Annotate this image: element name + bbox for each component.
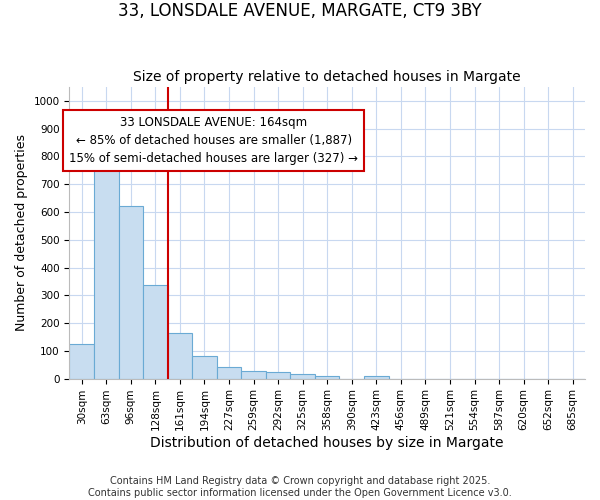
Bar (266, 372, 290, 378)
Title: Size of property relative to detached houses in Margate: Size of property relative to detached ho… (133, 70, 521, 85)
Bar (143, 284, 167, 378)
Bar (217, 368, 241, 378)
Bar (94, 155, 119, 378)
Bar (119, 206, 143, 378)
Text: 33 LONSDALE AVENUE: 164sqm
← 85% of detached houses are smaller (1,887)
15% of s: 33 LONSDALE AVENUE: 164sqm ← 85% of deta… (69, 116, 358, 165)
Text: 33, LONSDALE AVENUE, MARGATE, CT9 3BY: 33, LONSDALE AVENUE, MARGATE, CT9 3BY (118, 2, 482, 21)
Bar (241, 371, 266, 378)
Bar (167, 333, 192, 378)
Y-axis label: Number of detached properties: Number of detached properties (15, 134, 28, 332)
Bar (315, 376, 340, 378)
Text: Contains HM Land Registry data © Crown copyright and database right 2025.
Contai: Contains HM Land Registry data © Crown c… (88, 476, 512, 498)
Bar (192, 356, 217, 378)
Bar (290, 374, 315, 378)
Bar (70, 344, 94, 378)
X-axis label: Distribution of detached houses by size in Margate: Distribution of detached houses by size … (151, 436, 504, 450)
Bar (364, 376, 389, 378)
